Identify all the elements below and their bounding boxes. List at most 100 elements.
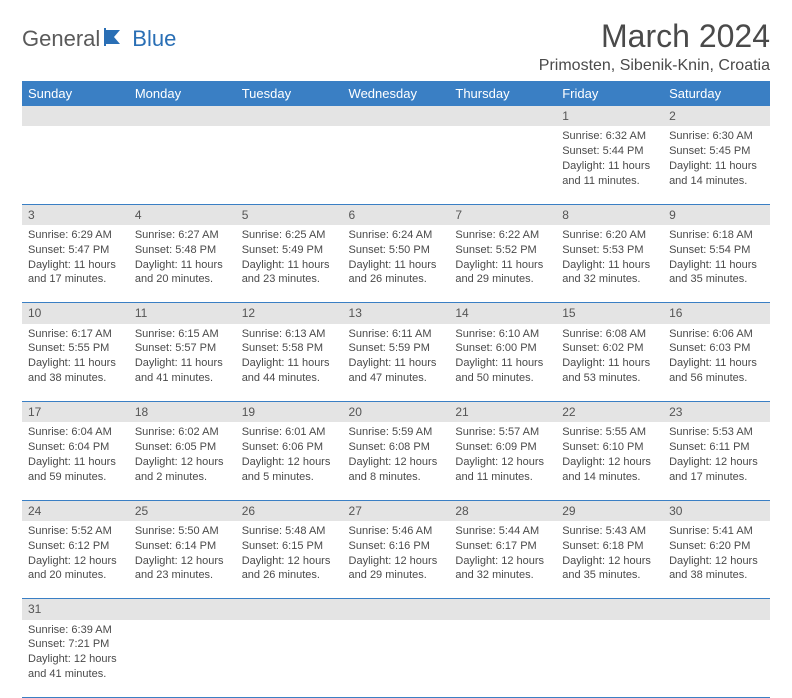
sunset-line: Sunset: 5:50 PM <box>349 243 444 258</box>
daylight-line: and 20 minutes. <box>135 272 230 287</box>
day-cell: Sunrise: 6:25 AMSunset: 5:49 PMDaylight:… <box>236 225 343 303</box>
sunset-line: Sunset: 5:55 PM <box>28 341 123 356</box>
day-cell: Sunrise: 6:10 AMSunset: 6:00 PMDaylight:… <box>449 324 556 402</box>
day-number: 19 <box>236 402 343 423</box>
sunset-line: Sunset: 6:06 PM <box>242 440 337 455</box>
brand-logo: General Blue <box>22 26 176 52</box>
day-number-row: 31 <box>22 599 770 620</box>
day-cell: Sunrise: 6:39 AMSunset: 7:21 PMDaylight:… <box>22 620 129 698</box>
day-cell: Sunrise: 5:53 AMSunset: 6:11 PMDaylight:… <box>663 422 770 500</box>
sunrise-line: Sunrise: 6:17 AM <box>28 327 123 342</box>
day-cell: Sunrise: 6:01 AMSunset: 6:06 PMDaylight:… <box>236 422 343 500</box>
daylight-line: and 50 minutes. <box>455 371 550 386</box>
daylight-line: and 29 minutes. <box>455 272 550 287</box>
sunrise-line: Sunrise: 6:01 AM <box>242 425 337 440</box>
day-number: 28 <box>449 500 556 521</box>
sunset-line: Sunset: 6:16 PM <box>349 539 444 554</box>
day-number: 13 <box>343 303 450 324</box>
day-number: 12 <box>236 303 343 324</box>
daylight-line: and 35 minutes. <box>562 568 657 583</box>
daylight-line: and 14 minutes. <box>669 174 764 189</box>
daylight-line: and 20 minutes. <box>28 568 123 583</box>
day-cell: Sunrise: 6:20 AMSunset: 5:53 PMDaylight:… <box>556 225 663 303</box>
sunset-line: Sunset: 7:21 PM <box>28 637 123 652</box>
sunrise-line: Sunrise: 6:39 AM <box>28 623 123 638</box>
flag-icon <box>104 28 130 46</box>
daylight-line: and 35 minutes. <box>669 272 764 287</box>
day-cell <box>343 126 450 204</box>
sunrise-line: Sunrise: 5:50 AM <box>135 524 230 539</box>
sunrise-line: Sunrise: 5:52 AM <box>28 524 123 539</box>
sunrise-line: Sunrise: 6:13 AM <box>242 327 337 342</box>
header: General Blue March 2024 Primosten, Siben… <box>22 18 770 75</box>
day-cell <box>449 126 556 204</box>
day-number <box>343 599 450 620</box>
day-cell: Sunrise: 5:43 AMSunset: 6:18 PMDaylight:… <box>556 521 663 599</box>
weekday-header: Friday <box>556 81 663 106</box>
sunset-line: Sunset: 6:14 PM <box>135 539 230 554</box>
week-row: Sunrise: 5:52 AMSunset: 6:12 PMDaylight:… <box>22 521 770 599</box>
sunrise-line: Sunrise: 6:25 AM <box>242 228 337 243</box>
day-cell: Sunrise: 6:22 AMSunset: 5:52 PMDaylight:… <box>449 225 556 303</box>
day-number: 31 <box>22 599 129 620</box>
sunrise-line: Sunrise: 5:44 AM <box>455 524 550 539</box>
sunrise-line: Sunrise: 5:41 AM <box>669 524 764 539</box>
day-number: 14 <box>449 303 556 324</box>
day-number: 29 <box>556 500 663 521</box>
daylight-line: Daylight: 12 hours <box>28 554 123 569</box>
daylight-line: Daylight: 11 hours <box>669 356 764 371</box>
day-number-row: 12 <box>22 106 770 126</box>
day-cell: Sunrise: 6:24 AMSunset: 5:50 PMDaylight:… <box>343 225 450 303</box>
sunset-line: Sunset: 6:00 PM <box>455 341 550 356</box>
day-number: 18 <box>129 402 236 423</box>
day-cell: Sunrise: 6:30 AMSunset: 5:45 PMDaylight:… <box>663 126 770 204</box>
sunrise-line: Sunrise: 6:24 AM <box>349 228 444 243</box>
weekday-header: Tuesday <box>236 81 343 106</box>
day-number <box>129 106 236 126</box>
sunset-line: Sunset: 5:49 PM <box>242 243 337 258</box>
brand-part1: General <box>22 26 100 52</box>
daylight-line: and 38 minutes. <box>28 371 123 386</box>
day-cell: Sunrise: 6:13 AMSunset: 5:58 PMDaylight:… <box>236 324 343 402</box>
day-cell: Sunrise: 5:48 AMSunset: 6:15 PMDaylight:… <box>236 521 343 599</box>
day-number: 22 <box>556 402 663 423</box>
daylight-line: and 11 minutes. <box>562 174 657 189</box>
daylight-line: Daylight: 12 hours <box>455 455 550 470</box>
day-number-row: 3456789 <box>22 204 770 225</box>
day-cell <box>663 620 770 698</box>
daylight-line: and 5 minutes. <box>242 470 337 485</box>
daylight-line: Daylight: 12 hours <box>669 554 764 569</box>
daylight-line: Daylight: 11 hours <box>28 455 123 470</box>
day-number: 5 <box>236 204 343 225</box>
day-cell: Sunrise: 6:18 AMSunset: 5:54 PMDaylight:… <box>663 225 770 303</box>
sunrise-line: Sunrise: 6:11 AM <box>349 327 444 342</box>
daylight-line: Daylight: 12 hours <box>28 652 123 667</box>
sunset-line: Sunset: 6:05 PM <box>135 440 230 455</box>
daylight-line: Daylight: 12 hours <box>242 455 337 470</box>
day-number <box>236 106 343 126</box>
week-row: Sunrise: 6:17 AMSunset: 5:55 PM Daylight:… <box>22 324 770 402</box>
weekday-header: Saturday <box>663 81 770 106</box>
daylight-line: Daylight: 11 hours <box>562 258 657 273</box>
month-title: March 2024 <box>539 18 770 55</box>
day-number <box>129 599 236 620</box>
day-number: 1 <box>556 106 663 126</box>
weekday-header: Sunday <box>22 81 129 106</box>
day-cell: Sunrise: 6:06 AMSunset: 6:03 PMDaylight:… <box>663 324 770 402</box>
daylight-line: and 32 minutes. <box>455 568 550 583</box>
day-cell: Sunrise: 5:44 AMSunset: 6:17 PMDaylight:… <box>449 521 556 599</box>
weekday-header-row: Sunday Monday Tuesday Wednesday Thursday… <box>22 81 770 106</box>
day-number: 24 <box>22 500 129 521</box>
day-number: 2 <box>663 106 770 126</box>
sunset-line: Sunset: 6:03 PM <box>669 341 764 356</box>
sunset-line: Sunset: 5:58 PM <box>242 341 337 356</box>
sunrise-line: Sunrise: 6:02 AM <box>135 425 230 440</box>
sunset-line: Sunset: 6:20 PM <box>669 539 764 554</box>
daylight-line: and 26 minutes. <box>242 568 337 583</box>
day-number: 23 <box>663 402 770 423</box>
daylight-line: and 41 minutes. <box>28 667 123 682</box>
day-cell: Sunrise: 5:46 AMSunset: 6:16 PMDaylight:… <box>343 521 450 599</box>
week-row: Sunrise: 6:29 AMSunset: 5:47 PMDaylight:… <box>22 225 770 303</box>
day-cell: Sunrise: 6:29 AMSunset: 5:47 PMDaylight:… <box>22 225 129 303</box>
daylight-line: Daylight: 12 hours <box>349 455 444 470</box>
